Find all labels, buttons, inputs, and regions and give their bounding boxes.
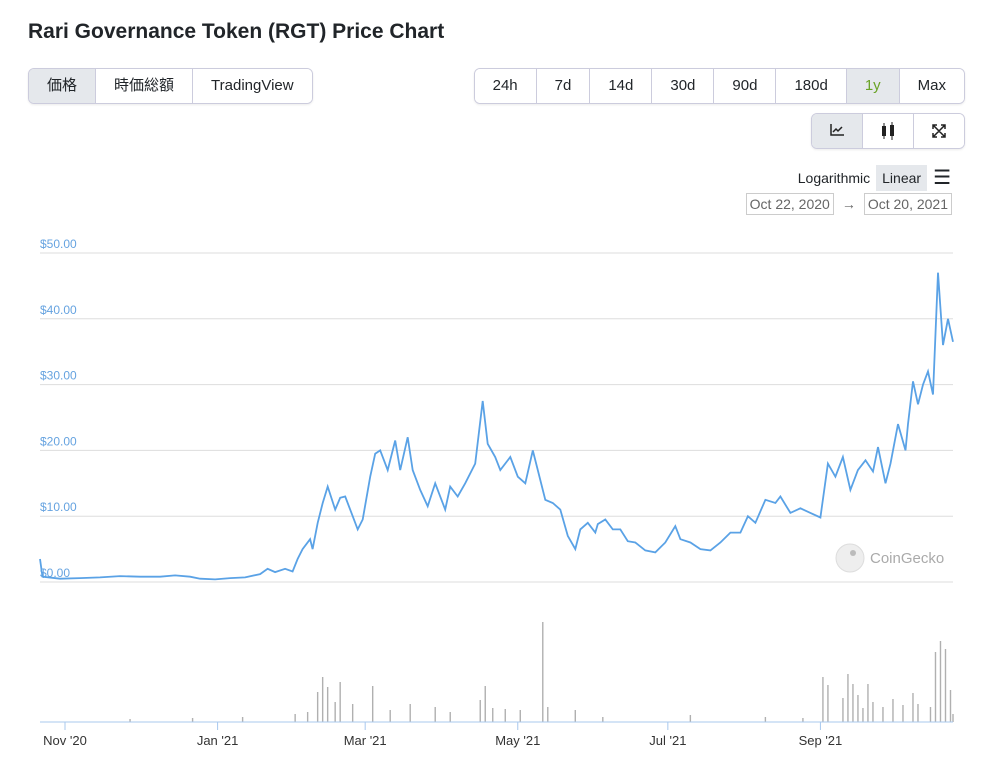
volume-bar [822,677,824,722]
fullscreen-icon[interactable] [914,114,964,148]
volume-bar [934,652,937,722]
volume-bar [602,717,604,722]
line-chart-icon[interactable] [812,114,863,148]
y-tick-label: $20.00 [40,434,77,448]
y-tick-label: $30.00 [40,369,77,383]
volume-bar [802,718,804,722]
menu-icon[interactable]: ☰ [933,167,951,189]
y-tick-label: $40.00 [40,303,77,317]
volume-bar [917,704,919,722]
x-tick-label: Mar '21 [344,733,387,748]
volume-bar [939,641,942,722]
date-range: Oct 22, 2020 → Oct 20, 2021 [745,193,952,215]
volume-bar [882,707,884,722]
price-line [39,272,954,581]
volume-bar [952,714,954,722]
volume-bar [409,704,411,722]
range-14d[interactable]: 14d [590,69,653,103]
volume-bar [547,707,549,722]
volume-bar [842,698,844,722]
range-1y[interactable]: 1y [846,69,900,103]
volume-bar [944,649,947,722]
volume-bar [294,714,296,722]
date-from-input[interactable]: Oct 22, 2020 [745,193,834,215]
volume-bar [872,702,874,722]
volume-bar [574,710,576,722]
scale-logarithmic[interactable]: Logarithmic [797,169,871,186]
chart-type-buttons [811,113,965,149]
volume-bar [827,685,829,722]
date-to-input[interactable]: Oct 20, 2021 [863,193,952,215]
x-tick-label: Jul '21 [649,733,686,748]
scale-linear[interactable]: Linear [876,164,928,191]
volume-bar [902,705,904,722]
volume-bar [241,717,244,722]
volume-bar [449,712,451,722]
volume-bar [949,690,952,722]
scale-toggle: Logarithmic Linear ☰ [792,160,957,195]
volume-bar [321,677,324,722]
volume-bar [434,707,436,722]
volume-bar [519,710,521,722]
volume-bar [867,684,869,722]
volume-bar [847,674,849,722]
volume-bar [191,718,194,722]
y-tick-label: $50.00 [40,237,77,251]
page-title: Rari Governance Token (RGT) Price Chart [28,20,445,43]
candlestick-icon[interactable] [863,114,914,148]
range-180d[interactable]: 180d [776,69,847,103]
x-tick-label: Jan '21 [197,733,239,748]
volume-bar [351,704,354,722]
volume-bar [334,702,336,722]
range-24h[interactable]: 24h [474,69,537,103]
range-max[interactable]: Max [899,69,964,103]
y-tick-label: $10.00 [40,500,77,514]
tab-tradingview[interactable]: TradingView [193,69,312,103]
volume-bar [689,715,692,722]
volume-bar [316,692,319,722]
volume-bar [862,708,864,722]
x-tick-label: Sep '21 [799,733,843,748]
volume-bar [857,695,859,722]
volume-bar [306,712,309,722]
volume-bar [484,686,486,722]
x-tick-label: Nov '20 [43,733,87,748]
arrow-icon: → [841,196,856,212]
volume-bar [929,707,932,722]
x-tick-label: May '21 [495,733,540,748]
volume-bar [504,709,506,722]
volume-bar [492,708,494,722]
volume-bar [852,684,854,722]
volume-bar [542,622,544,722]
tab-price[interactable]: 価格 [29,69,97,103]
volume-bar [339,682,341,722]
range-30d[interactable]: 30d [652,69,715,103]
range-7d[interactable]: 7d [536,69,591,103]
volume-bar [479,700,481,722]
watermark-text: CoinGecko [870,550,944,567]
volume-bar [326,687,329,722]
coingecko-watermark: CoinGecko [835,543,944,573]
volume-bar [764,717,767,722]
range-90d[interactable]: 90d [714,69,777,103]
volume-bar [912,693,914,722]
view-tabs: 価格 時価総額 TradingView [28,68,313,104]
volume-bar [129,719,131,722]
volume-bar [892,699,894,722]
tab-market-cap[interactable]: 時価総額 [96,69,194,103]
volume-bar [371,686,374,722]
range-tabs: 24h 7d 14d 30d 90d 180d 1y Max [473,68,965,104]
volume-bar [389,710,391,722]
